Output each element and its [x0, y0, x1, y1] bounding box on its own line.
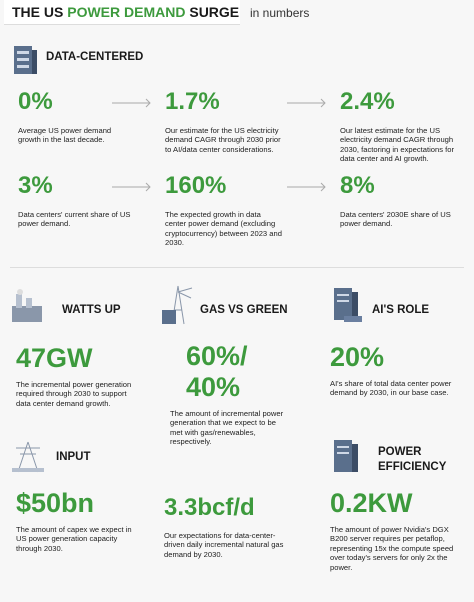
block-text: The amount of capex we expect in US powe…: [16, 525, 132, 553]
block-heading: INPUT: [56, 451, 91, 463]
title-part: SURGE: [185, 4, 240, 20]
title-part: THE US: [12, 4, 68, 20]
block-value: 20%: [330, 342, 385, 372]
server-icon: [14, 46, 37, 74]
stat-text: Data centers' current share of US power …: [18, 210, 131, 229]
block-heading: WATTS UP: [62, 304, 121, 316]
block-text: AI's share of total data center power de…: [330, 379, 452, 398]
stat-text: Average US power demand growth in the la…: [18, 126, 112, 145]
stat-value: 8%: [340, 172, 375, 199]
block-value: 47GW: [16, 343, 93, 373]
power-plant-icon: [12, 289, 42, 322]
stat-value: 1.7%: [165, 88, 220, 115]
block-text: The incremental power generation require…: [16, 380, 132, 408]
transmission-icon: [12, 441, 44, 473]
stat-value: 160%: [165, 172, 227, 199]
gas-green-icon: [162, 285, 193, 325]
block-heading: AI'S ROLE: [372, 304, 430, 316]
block-value: 0.2KW: [330, 488, 413, 518]
stat-value: 3%: [18, 172, 53, 199]
stat-text: Our latest estimate for the US electrici…: [340, 126, 454, 164]
block-text: Our expectations for data-center-driven …: [164, 531, 284, 559]
subtitle: in numbers: [250, 6, 310, 20]
block-heading: GAS VS GREEN: [200, 304, 288, 316]
stat-text: Data centers' 2030E share of US power de…: [340, 210, 451, 229]
stat-text: The expected growth in data center power…: [165, 210, 282, 248]
title-part: POWER DEMAND: [67, 4, 186, 20]
block-heading: POWER EFFICIENCY: [378, 446, 447, 473]
stat-text: Our estimate for the US electricity dema…: [165, 126, 281, 154]
title: THE US POWER DEMAND SURGE: [12, 4, 239, 20]
title-box: [4, 0, 240, 25]
separator: [10, 267, 464, 268]
block-value: 3.3bcf/d: [164, 494, 255, 521]
stat-value: 2.4%: [340, 88, 395, 115]
block-text: The amount of incremental power generati…: [170, 409, 284, 447]
block-value: $50bn: [16, 488, 95, 518]
efficiency-server-icon: [334, 440, 358, 472]
ai-server-icon: [334, 288, 362, 322]
block-text: The amount of power Nvidia's DGX B200 se…: [330, 525, 454, 572]
block-value: 60%/: [186, 341, 248, 371]
section-heading: DATA-CENTERED: [46, 51, 144, 63]
arrows: [112, 98, 326, 192]
stat-value: 0%: [18, 88, 53, 115]
block-value: 40%: [186, 372, 241, 402]
